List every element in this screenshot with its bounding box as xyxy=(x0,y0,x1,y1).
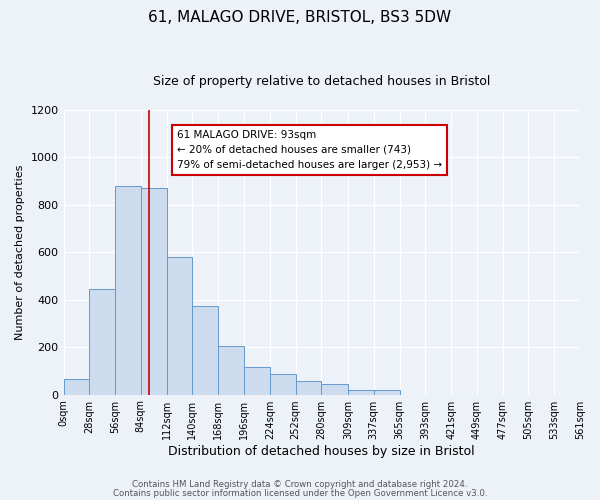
Bar xyxy=(348,390,374,394)
Bar xyxy=(374,390,400,394)
Bar xyxy=(322,384,348,394)
Bar xyxy=(296,381,322,394)
Bar xyxy=(218,346,244,395)
X-axis label: Distribution of detached houses by size in Bristol: Distribution of detached houses by size … xyxy=(169,444,475,458)
Text: Contains public sector information licensed under the Open Government Licence v3: Contains public sector information licen… xyxy=(113,488,487,498)
Bar xyxy=(141,188,167,394)
Text: Contains HM Land Registry data © Crown copyright and database right 2024.: Contains HM Land Registry data © Crown c… xyxy=(132,480,468,489)
Bar xyxy=(64,379,89,394)
Text: 61, MALAGO DRIVE, BRISTOL, BS3 5DW: 61, MALAGO DRIVE, BRISTOL, BS3 5DW xyxy=(148,10,452,25)
Bar xyxy=(193,306,218,394)
Bar xyxy=(115,186,141,394)
Bar xyxy=(89,289,115,395)
Text: 61 MALAGO DRIVE: 93sqm
← 20% of detached houses are smaller (743)
79% of semi-de: 61 MALAGO DRIVE: 93sqm ← 20% of detached… xyxy=(177,130,442,170)
Title: Size of property relative to detached houses in Bristol: Size of property relative to detached ho… xyxy=(153,75,490,88)
Bar xyxy=(270,374,296,394)
Bar xyxy=(167,257,193,394)
Bar xyxy=(244,368,270,394)
Y-axis label: Number of detached properties: Number of detached properties xyxy=(15,164,25,340)
